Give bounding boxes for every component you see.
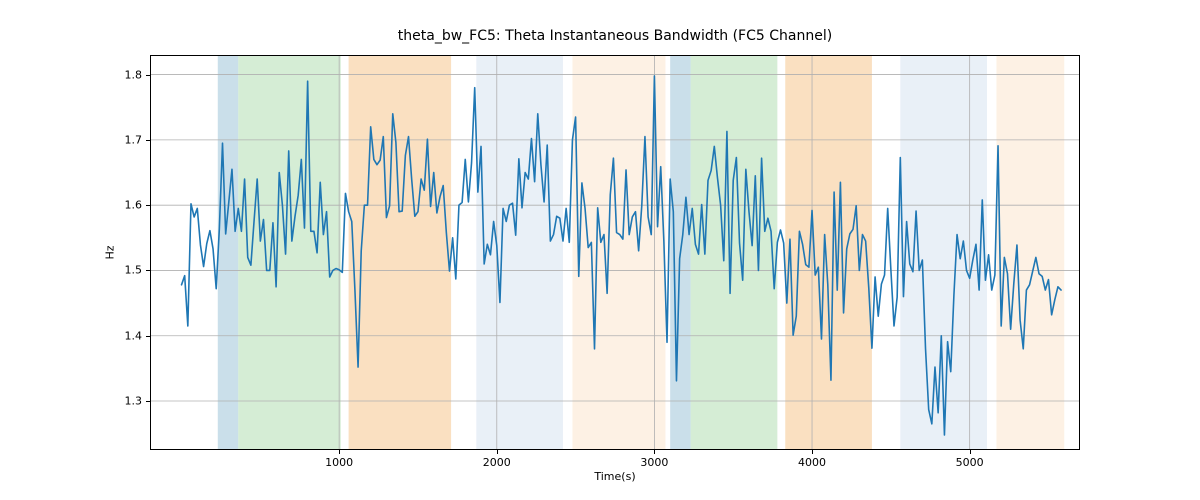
y-tick-mark — [146, 140, 150, 141]
x-axis-label: Time(s) — [150, 470, 1080, 483]
y-tick-label: 1.6 — [102, 199, 142, 212]
chart-axes — [150, 55, 1080, 450]
y-tick-label: 1.7 — [102, 133, 142, 146]
chart-title: theta_bw_FC5: Theta Instantaneous Bandwi… — [150, 28, 1080, 44]
y-tick-mark — [146, 205, 150, 206]
y-tick-label: 1.4 — [102, 329, 142, 342]
y-tick-mark — [146, 401, 150, 402]
y-tick-label: 1.8 — [102, 68, 142, 81]
x-tick-mark — [812, 450, 813, 454]
x-tick-label: 1000 — [325, 456, 353, 469]
y-tick-mark — [146, 336, 150, 337]
x-tick-mark — [654, 450, 655, 454]
plot-svg — [150, 55, 1080, 450]
x-tick-label: 3000 — [640, 456, 668, 469]
y-tick-mark — [146, 75, 150, 76]
y-tick-label: 1.5 — [102, 264, 142, 277]
y-tick-label: 1.3 — [102, 395, 142, 408]
x-tick-mark — [970, 450, 971, 454]
y-axis-label-text: Hz — [103, 245, 116, 259]
figure: theta_bw_FC5: Theta Instantaneous Bandwi… — [0, 0, 1200, 500]
x-tick-label: 5000 — [956, 456, 984, 469]
x-tick-mark — [497, 450, 498, 454]
x-tick-mark — [339, 450, 340, 454]
y-tick-mark — [146, 270, 150, 271]
x-tick-label: 2000 — [483, 456, 511, 469]
x-tick-label: 4000 — [798, 456, 826, 469]
y-axis-label: Hz — [100, 55, 120, 450]
